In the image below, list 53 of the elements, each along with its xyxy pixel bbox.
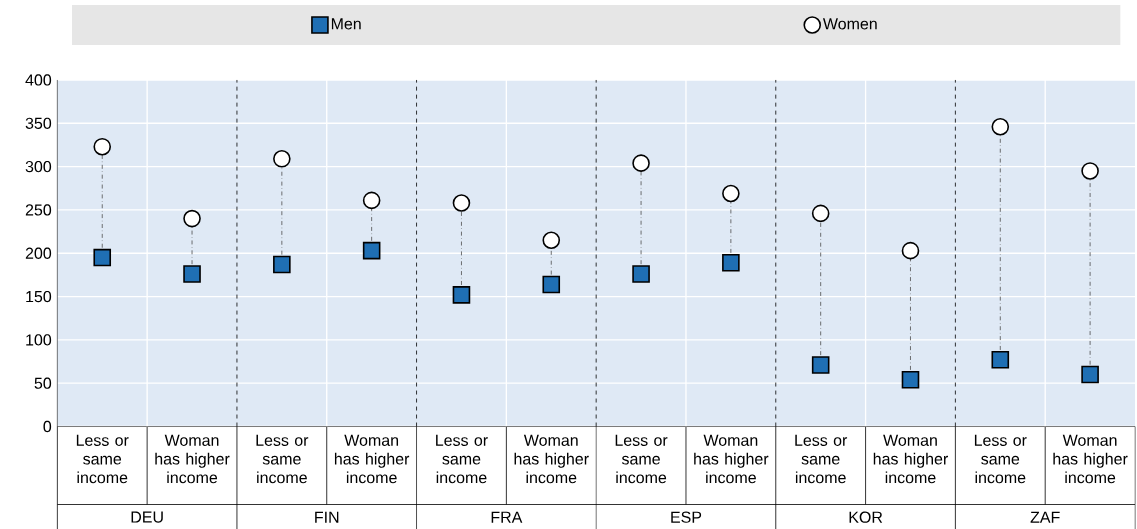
point: [273, 255, 291, 274]
legend-label: Women: [822, 18, 877, 30]
point: [452, 285, 471, 304]
y-tick-label: 250: [25, 204, 52, 216]
point: [93, 248, 112, 267]
point: [1081, 365, 1099, 384]
y-tick-label: 50: [34, 377, 52, 389]
x-tick-label: Less or same income: [795, 434, 848, 484]
x-tick-label: Woman has higher income: [1053, 434, 1128, 484]
x-tick-label: Less or same income: [256, 434, 309, 484]
point: [183, 265, 201, 283]
point: [542, 231, 561, 249]
y-tick-label: 300: [25, 160, 52, 173]
x-tick-label: Less or same income: [76, 434, 129, 484]
x-tick-label: Less or same income: [974, 434, 1027, 484]
y-tick-label: 400: [25, 74, 52, 86]
point: [542, 275, 561, 294]
point: [811, 204, 830, 223]
text: KOR: [849, 511, 883, 523]
point: [452, 194, 471, 212]
x-tick-label: Woman has higher income: [155, 434, 230, 484]
point: [93, 137, 112, 156]
x-tick-label: Less or same income: [436, 434, 488, 484]
text: DEU: [131, 511, 163, 523]
point: [362, 191, 381, 210]
point: [632, 265, 650, 283]
point: [362, 241, 381, 260]
y-tick-label: 200: [25, 247, 52, 259]
text: FRA: [491, 511, 523, 523]
y-tick-label: 100: [26, 334, 52, 346]
x-tick-label: Less or same income: [615, 434, 668, 484]
text: ESP: [671, 511, 702, 523]
point: [183, 209, 201, 228]
point: [901, 370, 920, 389]
point: [632, 154, 650, 172]
y-tick-label: 350: [25, 117, 52, 129]
point: [722, 184, 740, 203]
x-tick-label: Woman has higher income: [334, 434, 410, 484]
point: [991, 117, 1010, 136]
point: [722, 253, 740, 272]
y-tick-label: 150: [26, 290, 52, 303]
text: FIN: [315, 511, 339, 523]
x-tick-label: Woman has higher income: [694, 434, 769, 484]
text: ZAF: [1030, 511, 1060, 523]
x-tick-label: Woman has higher income: [873, 434, 948, 484]
point: [273, 149, 291, 168]
y-tick-label: 0: [43, 420, 52, 433]
point: [811, 356, 830, 374]
point: [991, 350, 1010, 369]
x-tick-label: Woman has higher income: [514, 434, 589, 484]
point: [1081, 162, 1099, 180]
point: [901, 241, 920, 260]
legend-label: Men: [331, 18, 361, 30]
